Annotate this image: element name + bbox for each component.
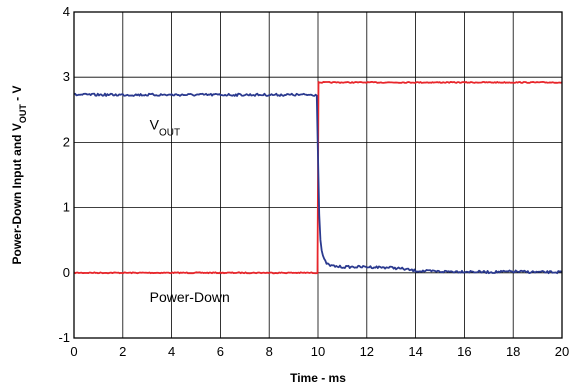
y-tick-labels: -1 0 1 2 3 4 [58, 4, 70, 345]
plot-frame [73, 11, 563, 339]
annotations: VOUT Power-Down [150, 116, 230, 305]
y-tick-label: 0 [63, 265, 70, 280]
y-tick-label: 2 [63, 134, 70, 149]
y-axis-label: Power-Down Input and VOUT - V [10, 86, 28, 265]
x-tick-label: 12 [360, 344, 374, 359]
y-tick-label: -1 [58, 330, 70, 345]
x-tick-labels: 0 2 4 6 8 10 12 14 16 18 20 [70, 344, 569, 359]
annotation-label: Power-Down [150, 289, 230, 305]
x-tick-label: 18 [506, 344, 520, 359]
x-tick-label: 4 [168, 344, 175, 359]
y-axis-label-tail: - V [10, 86, 24, 105]
x-tick-label: 6 [217, 344, 224, 359]
y-axis-label-main: Power-Down Input and V [10, 123, 24, 264]
x-tick-label: 8 [266, 344, 273, 359]
x-axis-label: Time - ms [290, 371, 346, 385]
y-tick-label: 4 [63, 4, 70, 19]
y-tick-label: 1 [63, 200, 70, 215]
annotation-label: VOUT [150, 116, 180, 138]
x-tick-label: 2 [119, 344, 126, 359]
x-tick-label: 14 [408, 344, 422, 359]
series-line-vout [73, 92, 563, 275]
x-tick-label: 0 [70, 344, 77, 359]
x-tick-label: 16 [457, 344, 471, 359]
x-tick-label: 10 [311, 344, 325, 359]
x-tick-label: 20 [555, 344, 569, 359]
series-group [73, 81, 563, 275]
y-axis-label-sub: OUT [18, 104, 28, 124]
y-tick-label: 3 [63, 69, 70, 84]
